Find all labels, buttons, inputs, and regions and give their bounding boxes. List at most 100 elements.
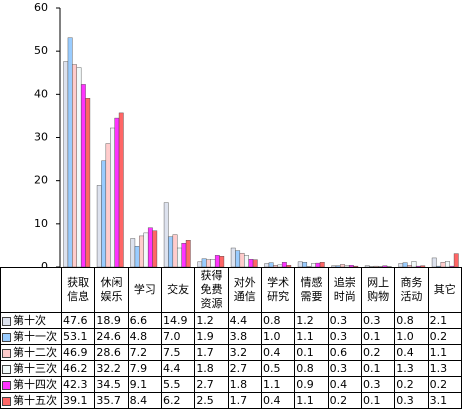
bar — [114, 117, 120, 268]
category-cell: 追崇时尚 — [327, 267, 362, 313]
value-label: 1.3 — [427, 360, 463, 377]
value-label: 7.9 — [127, 360, 162, 377]
value-label: 7.2 — [127, 344, 162, 361]
value-label: 8.4 — [127, 392, 162, 409]
legend-label: 第十一次 — [13, 330, 57, 343]
bar — [235, 250, 241, 268]
x-tick-label: 学术研究 — [267, 276, 290, 303]
value-label: 42.3 — [60, 376, 96, 393]
series-row: 第十四次 42.3 34.5 9.1 5.5 2.7 1.8 1.1 0.9 0.4 0.3 0.2 0… — [0, 376, 463, 393]
series-row: 第十一次 53.1 24.6 4.8 7.0 1.9 3.8 1.0 1.1 0.3 0.1 1.0 0… — [0, 328, 463, 345]
category-cell: 其它 — [427, 267, 463, 313]
x-tick-label: 获取信息 — [67, 276, 90, 303]
value-label: 0.8 — [294, 360, 329, 377]
bar — [420, 265, 426, 268]
value-label: 18.9 — [94, 312, 129, 329]
x-tick-label: 交友 — [167, 283, 190, 296]
value-label: 3.1 — [427, 392, 463, 409]
value-label: 0.2 — [427, 376, 463, 393]
x-tick-label: 其它 — [433, 283, 456, 296]
value-label: 0.2 — [327, 392, 362, 409]
value-label: 4.8 — [127, 328, 162, 345]
bar — [185, 240, 191, 268]
category-cell: 商务活动 — [394, 267, 429, 313]
value-label: 0.4 — [394, 344, 429, 361]
value-label: 1.7 — [227, 392, 262, 409]
bar — [268, 262, 274, 268]
bar — [76, 67, 82, 268]
bar — [230, 247, 236, 268]
value-label: 1.2 — [194, 312, 229, 329]
value-label: 46.9 — [60, 344, 96, 361]
x-tick-label: 学习 — [133, 283, 156, 296]
category-cell: 情感需要 — [294, 267, 329, 313]
x-tick-label: 追崇时尚 — [333, 276, 356, 303]
value-label: 32.2 — [94, 360, 129, 377]
value-label: 2.1 — [427, 312, 463, 329]
value-label: 0.3 — [394, 392, 429, 409]
bar — [143, 232, 149, 268]
bar — [353, 265, 359, 268]
series-row: 第十五次 39.1 35.7 8.4 6.2 2.5 1.7 0.4 1.1 0.2 0.1 0.3 3… — [0, 392, 463, 409]
value-label: 5.5 — [160, 376, 196, 393]
y-tick-label: 20 — [34, 174, 48, 187]
value-label: 46.2 — [60, 360, 96, 377]
x-tick-label: 情感需要 — [300, 276, 323, 303]
x-tick-label: 网上购物 — [367, 276, 390, 303]
value-label: 1.0 — [394, 328, 429, 345]
x-tick-label: 休闲娱乐 — [100, 276, 123, 303]
value-label: 1.9 — [194, 328, 229, 345]
y-tick-label: 50 — [34, 44, 48, 57]
bar — [402, 262, 408, 268]
bar — [219, 256, 225, 268]
legend-swatch — [2, 364, 11, 374]
bar — [110, 127, 115, 268]
series-row: 第十二次 46.9 28.6 7.2 7.5 1.7 3.2 0.4 0.1 0.6 0.2 0.4 1… — [0, 344, 463, 361]
y-tick-label: 60 — [34, 1, 48, 14]
bar — [152, 230, 158, 268]
value-label: 1.0 — [260, 328, 296, 345]
bar — [214, 255, 220, 268]
legend-entry: 第十四次 — [0, 376, 62, 393]
value-label: 35.7 — [94, 392, 129, 409]
x-tick-label: 商务活动 — [400, 276, 423, 303]
legend-entry: 第十一次 — [0, 328, 62, 345]
value-label: 1.2 — [294, 312, 329, 329]
corner — [0, 267, 62, 313]
category-cell: 学术研究 — [260, 267, 296, 313]
value-label: 0.3 — [327, 312, 362, 329]
value-label: 0.2 — [360, 344, 396, 361]
value-label: 9.1 — [127, 376, 162, 393]
legend-label: 第十二次 — [13, 346, 57, 359]
legend-entry: 第十五次 — [0, 392, 62, 409]
legend-swatch — [2, 380, 11, 390]
bar — [248, 259, 254, 268]
value-label: 1.3 — [394, 360, 429, 377]
bar — [118, 112, 124, 268]
category-cell: 对外通信 — [227, 267, 262, 313]
legend-label: 第十五次 — [13, 394, 57, 407]
value-label: 0.5 — [260, 360, 296, 377]
y-tick-label: 0 — [41, 260, 48, 268]
value-label: 7.5 — [160, 344, 196, 361]
y-tick-label: 30 — [34, 131, 48, 144]
legend-entry: 第十次 — [0, 312, 62, 329]
bar — [244, 255, 249, 268]
value-label: 0.3 — [360, 312, 396, 329]
y-tick-label: 10 — [34, 217, 48, 230]
value-label: 0.1 — [294, 344, 329, 361]
bar — [181, 243, 187, 268]
value-label: 4.4 — [160, 360, 196, 377]
category-cell: 网上购物 — [360, 267, 396, 313]
bar — [96, 185, 102, 268]
value-label: 0.3 — [360, 376, 396, 393]
legend-swatch — [2, 348, 11, 358]
value-label: 0.2 — [394, 376, 429, 393]
value-label: 1.8 — [194, 360, 229, 377]
value-label: 4.4 — [227, 312, 262, 329]
y-tick-label: 40 — [34, 87, 48, 100]
bar — [134, 246, 140, 268]
value-label: 0.4 — [260, 392, 296, 409]
bar — [85, 98, 91, 268]
